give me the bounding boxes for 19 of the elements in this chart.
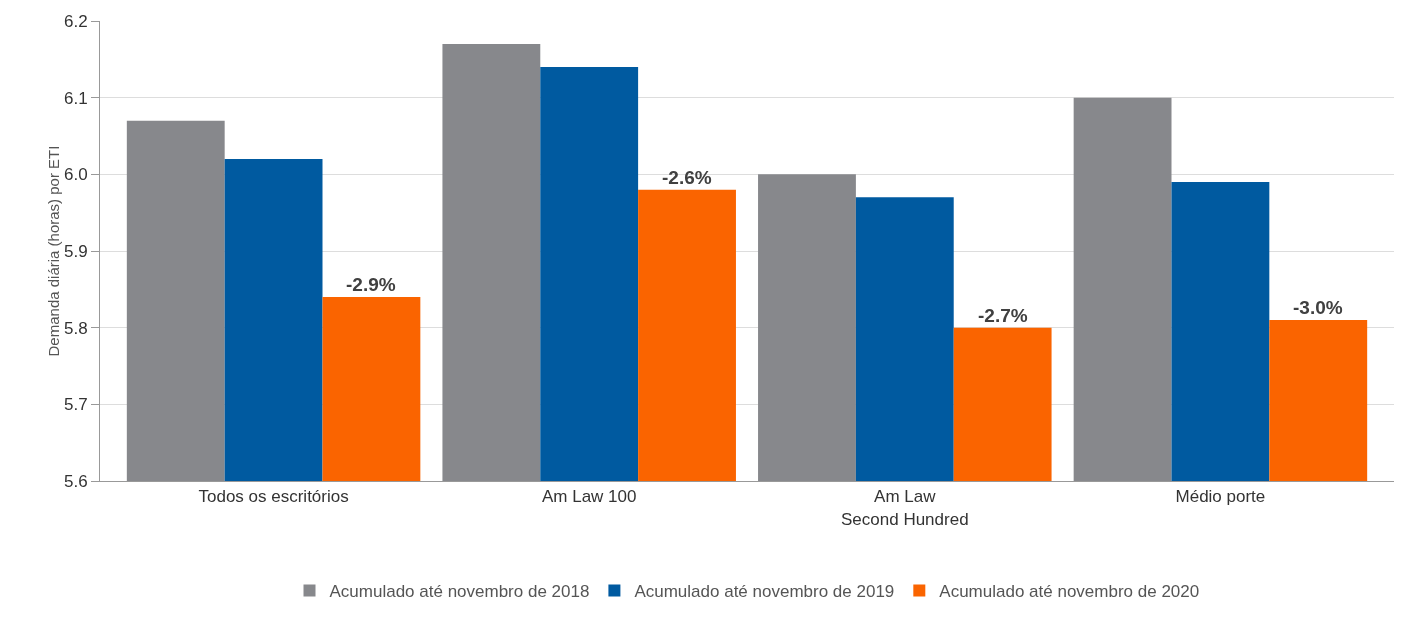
y-tick-label: 5.8 xyxy=(63,318,88,338)
annotation: -2.6% xyxy=(662,167,712,188)
x-tick-label: Am Law Second Hundred xyxy=(841,487,969,529)
legend-label: Acumulado até novembro de 2020 xyxy=(939,582,1200,602)
annotation: -2.9% xyxy=(346,274,396,295)
x-tick-label: Am Law 100 xyxy=(541,487,637,507)
y-tick-label: 5.9 xyxy=(63,241,88,261)
x-tick-label: Médio porte xyxy=(1175,487,1266,507)
x-tick-label: Todos os escritórios xyxy=(198,487,349,507)
legend-label: Acumulado até novembro de 2019 xyxy=(634,582,895,602)
annotation: -3.0% xyxy=(1293,297,1343,318)
annotation: -2.7% xyxy=(978,305,1028,326)
legend-label: Acumulado até novembro de 2018 xyxy=(329,582,590,602)
y-tick-label: 6.1 xyxy=(63,88,88,108)
y-tick-label: 6.0 xyxy=(63,165,88,185)
y-tick-label: 6.2 xyxy=(63,11,88,31)
y-tick-label: 5.7 xyxy=(63,395,88,415)
y-axis-title: Demanda diária (horas) por ETI xyxy=(44,145,62,357)
y-tick-label: 5.6 xyxy=(63,471,88,491)
